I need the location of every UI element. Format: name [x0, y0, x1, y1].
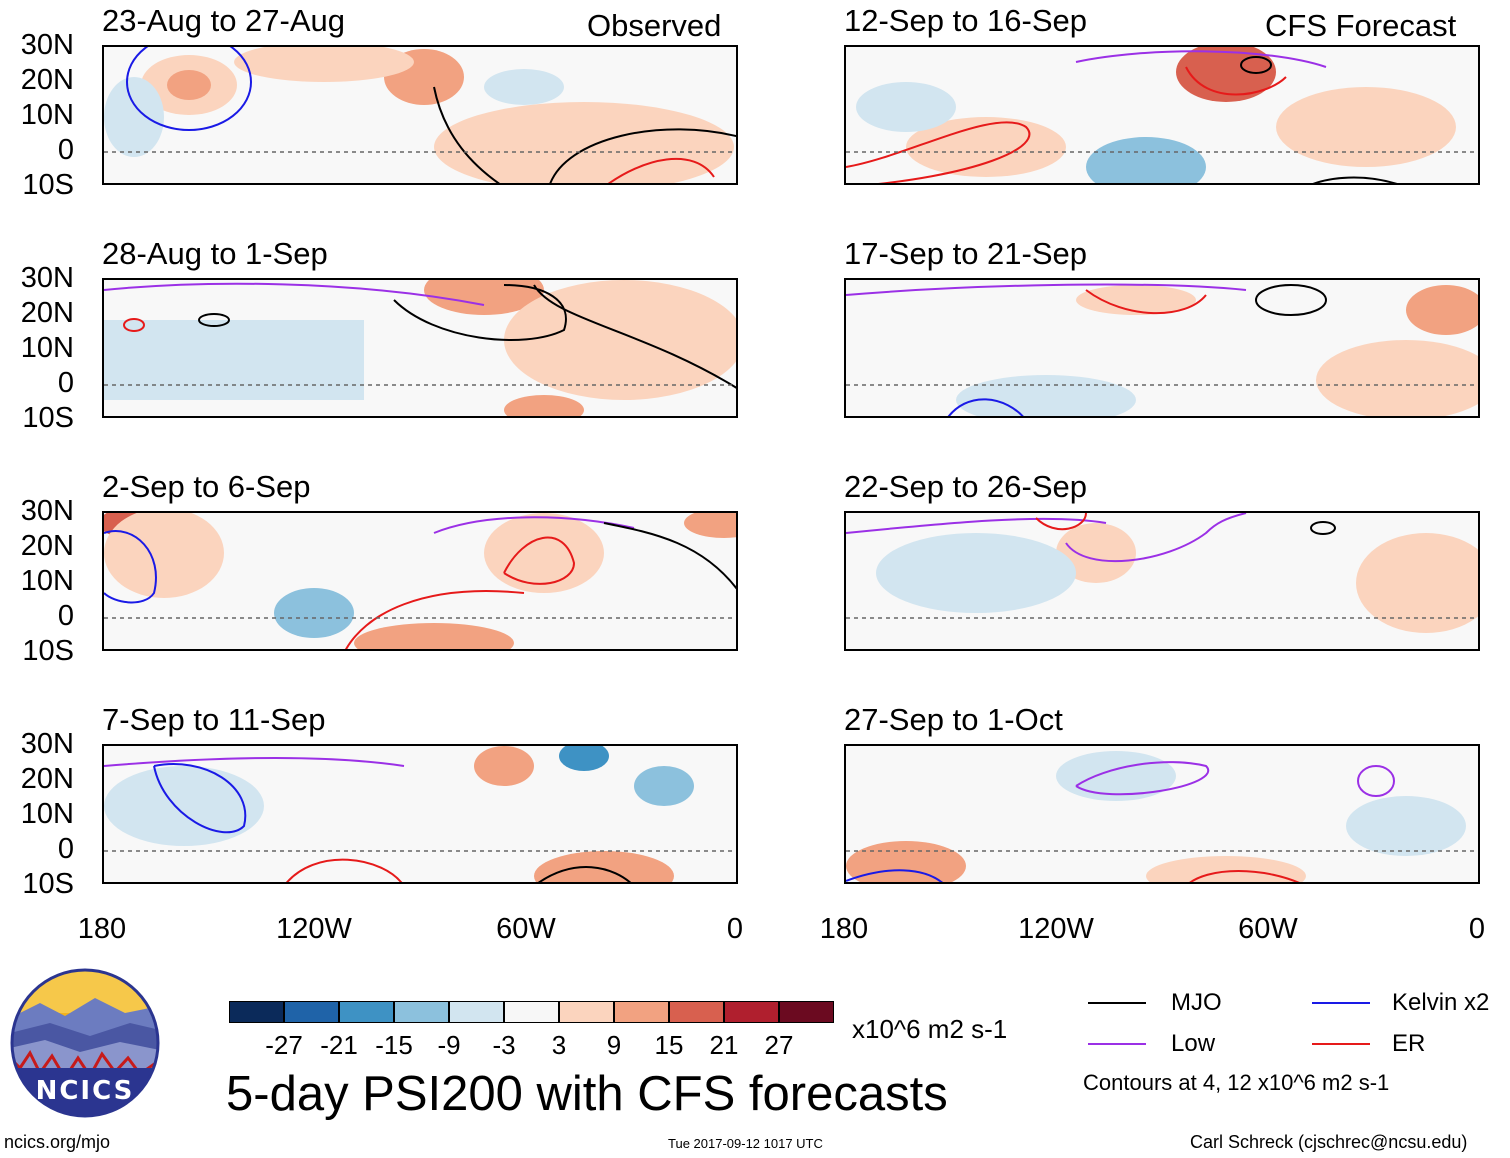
legend-swatch-er — [1312, 1043, 1370, 1045]
lon-tick-label: 180 — [77, 913, 127, 945]
map-panel — [102, 744, 738, 884]
colorbar-label: 15 — [654, 1030, 684, 1060]
footer-url: ncics.org/mjo — [4, 1132, 111, 1152]
colorbar-swatch — [284, 1001, 339, 1023]
map-panel — [102, 45, 738, 185]
panel-title: 22-Sep to 26-Sep — [844, 469, 1088, 504]
lat-tick-label: 20N — [20, 763, 74, 795]
lat-tick-label: 10N — [20, 332, 74, 364]
panel-title: 7-Sep to 11-Sep — [102, 702, 326, 737]
colorbar-swatch — [724, 1001, 779, 1023]
lon-tick-label: 60W — [1238, 913, 1298, 945]
legend-note: Contours at 4, 12 x10^6 m2 s-1 — [1083, 1070, 1390, 1095]
lat-tick-label: 10S — [22, 402, 74, 434]
lat-tick-label: 10N — [20, 99, 74, 131]
lat-tick-label: 10S — [22, 635, 74, 667]
lat-tick-label: 20N — [20, 297, 74, 329]
lat-tick-label: 10N — [20, 565, 74, 597]
colorbar-swatch — [779, 1001, 834, 1023]
lat-tick-label: 10S — [22, 868, 74, 900]
lon-tick-label: 0 — [1468, 913, 1486, 945]
logo-icon — [10, 968, 160, 1118]
observed-label: Observed — [587, 8, 722, 43]
legend-swatch-mjo — [1088, 1002, 1146, 1004]
footer-author: Carl Schreck (cjschrec@ncsu.edu) — [1190, 1132, 1468, 1152]
legend-swatch-kelvin — [1312, 1002, 1370, 1004]
lon-tick-label: 180 — [819, 913, 869, 945]
panel-shading — [846, 513, 1478, 633]
lat-tick-label: 20N — [20, 64, 74, 96]
colorbar-swatch — [394, 1001, 449, 1023]
panel-title: 28-Aug to 1-Sep — [102, 236, 328, 271]
map-panel — [844, 45, 1480, 185]
lat-tick-label: 30N — [20, 29, 74, 61]
panel-title: 23-Aug to 27-Aug — [102, 3, 346, 38]
panel-shading — [104, 746, 736, 882]
colorbar-swatch — [449, 1001, 504, 1023]
colorbar-label: -15 — [375, 1030, 413, 1060]
colorbar-swatch — [559, 1001, 614, 1023]
ncics-logo: NCICS — [10, 968, 160, 1118]
panel-shading — [104, 47, 736, 183]
map-panel — [844, 278, 1480, 418]
legend-label-mjo: MJO — [1171, 989, 1222, 1016]
lat-tick-label: 20N — [20, 530, 74, 562]
lat-tick-label: 30N — [20, 728, 74, 760]
colorbar-label: -9 — [437, 1030, 461, 1060]
figure-title: 5-day PSI200 with CFS forecasts — [226, 1067, 948, 1121]
forecast-label: CFS Forecast — [1265, 8, 1457, 43]
colorbar-label: -27 — [265, 1030, 303, 1060]
map-panel — [102, 278, 738, 418]
colorbar-label: 27 — [764, 1030, 794, 1060]
panel-shading — [846, 751, 1478, 882]
lat-tick-label: 10S — [22, 169, 74, 201]
map-panel — [844, 511, 1480, 651]
lon-tick-label: 120W — [1018, 913, 1094, 945]
panel-shading — [846, 47, 1478, 183]
lon-tick-label: 120W — [276, 913, 352, 945]
colorbar-label: -3 — [492, 1030, 516, 1060]
panel-title: 27-Sep to 1-Oct — [844, 702, 1063, 737]
colorbar-label: 9 — [606, 1030, 622, 1060]
colorbar-label: -21 — [320, 1030, 358, 1060]
lat-tick-label: 30N — [20, 495, 74, 527]
panel-title: 17-Sep to 21-Sep — [844, 236, 1088, 271]
lon-tick-label: 60W — [496, 913, 556, 945]
legend-label-low: Low — [1171, 1030, 1216, 1057]
logo-text: NCICS — [35, 1076, 135, 1106]
colorbar-swatch — [229, 1001, 284, 1023]
colorbar-swatch — [339, 1001, 394, 1023]
legend-label-er: ER — [1392, 1030, 1426, 1057]
lat-tick-label: 30N — [20, 262, 74, 294]
panel-shading — [104, 280, 736, 416]
map-panel — [102, 511, 738, 651]
colorbar-units: x10^6 m2 s-1 — [852, 1014, 1008, 1044]
lat-tick-label: 0 — [57, 134, 74, 166]
map-panel — [844, 744, 1480, 884]
panel-title: 12-Sep to 16-Sep — [844, 3, 1088, 38]
panel-title: 2-Sep to 6-Sep — [102, 469, 311, 504]
lat-tick-label: 0 — [57, 367, 74, 399]
lat-tick-label: 10N — [20, 798, 74, 830]
colorbar-swatch — [669, 1001, 724, 1023]
colorbar — [229, 1001, 834, 1027]
panel-shading — [846, 283, 1478, 416]
lon-tick-label: 0 — [726, 913, 744, 945]
colorbar-swatch — [504, 1001, 559, 1023]
legend-label-kelvin: Kelvin x2 — [1392, 989, 1490, 1016]
colorbar-swatch — [614, 1001, 669, 1023]
lat-tick-label: 0 — [57, 833, 74, 865]
colorbar-label: 3 — [551, 1030, 567, 1060]
lat-tick-label: 0 — [57, 600, 74, 632]
panel-shading — [104, 513, 736, 649]
footer-timestamp: Tue 2017-09-12 1017 UTC — [668, 1136, 823, 1151]
legend-swatch-low — [1088, 1043, 1146, 1045]
colorbar-label: 21 — [709, 1030, 739, 1060]
